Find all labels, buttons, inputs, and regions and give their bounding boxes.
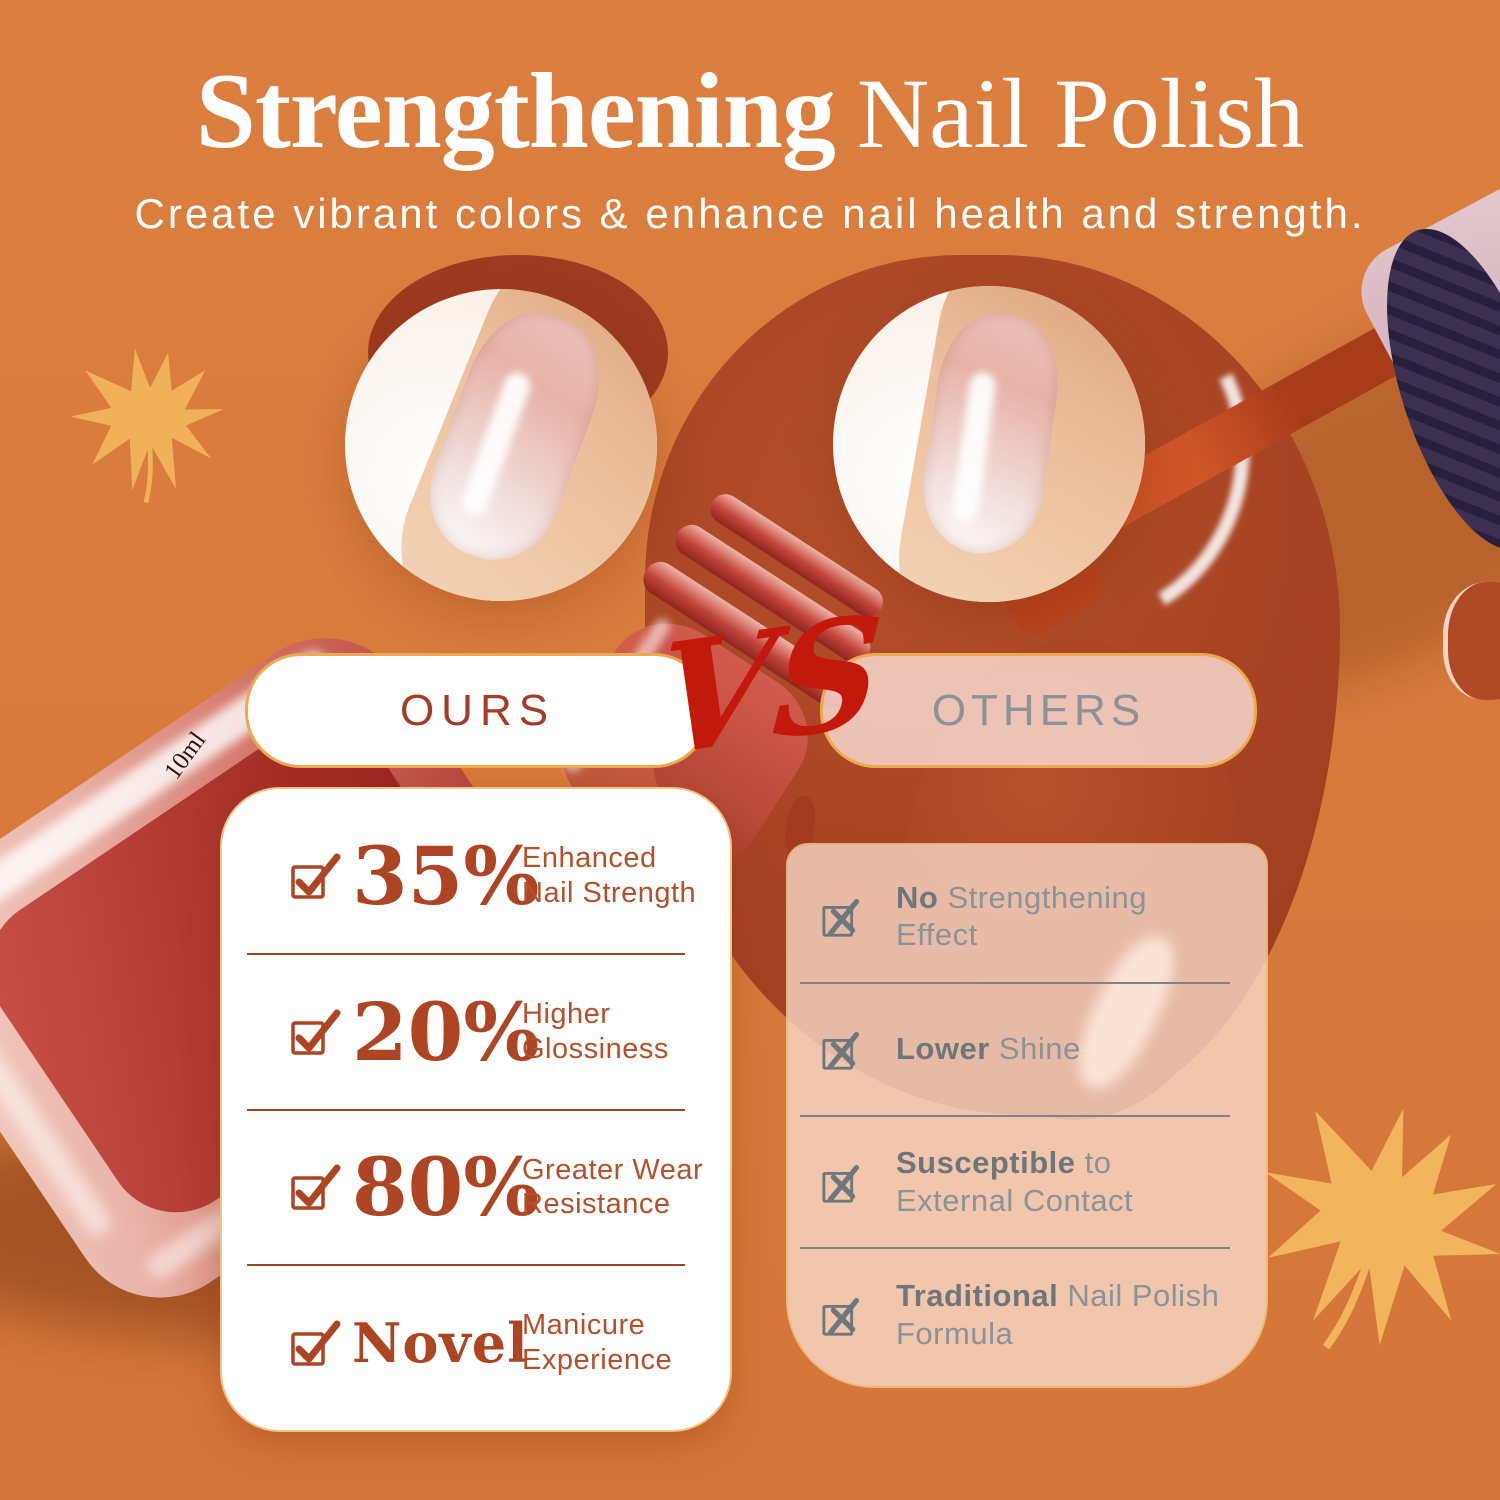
others-row: Traditional Nail Polish Formula — [788, 1249, 1266, 1380]
label-line: Experience — [522, 1344, 673, 1377]
nail-closeup-right — [833, 286, 1145, 602]
others-row-label: Susceptible to External Contact — [896, 1144, 1133, 1220]
label-line: Lower Shine — [896, 1030, 1081, 1068]
label-rest: to — [1075, 1145, 1112, 1181]
title-emphasis: Strengthening — [195, 52, 836, 171]
others-row-label: Lower Shine — [896, 1030, 1081, 1068]
others-row-label: Traditional Nail Polish Formula — [896, 1277, 1219, 1353]
polish-drop — [1443, 582, 1500, 700]
label-line: Traditional Nail Polish — [896, 1277, 1219, 1315]
checkbox-crossed-icon — [822, 1164, 860, 1203]
title-rest: Nail Polish — [856, 58, 1305, 169]
label-line: Resistance — [522, 1188, 671, 1221]
checkbox-checked-icon — [291, 1164, 341, 1211]
divider — [247, 1264, 685, 1267]
others-row-label: No Strengthening Effect — [896, 879, 1147, 955]
ours-row-label: Enhanced Nail Strength — [522, 841, 696, 911]
checkbox-checked-icon — [291, 1009, 341, 1055]
ours-row-value: 80% — [352, 1140, 540, 1235]
divider — [247, 1108, 685, 1111]
others-row: Susceptible to External Contact — [788, 1117, 1266, 1248]
label-line: External Contact — [896, 1182, 1134, 1218]
checkbox-crossed-icon — [822, 1297, 860, 1336]
checkbox-crossed-icon — [822, 899, 860, 937]
ours-row-value: 35% — [352, 828, 540, 923]
vs-script: VS — [652, 580, 888, 792]
label-rest: Strengthening — [938, 879, 1147, 915]
divider — [800, 1247, 1230, 1250]
ours-row-label: Manicure Experience — [522, 1308, 672, 1378]
ours-row: Novel Manicure Experience — [222, 1266, 730, 1420]
label-line: No Strengthening — [896, 879, 1147, 917]
maple-leaf-icon — [1220, 1054, 1500, 1402]
others-row: No Strengthening Effect — [788, 851, 1266, 982]
others-row: Lower Shine — [788, 984, 1266, 1115]
label-line: Nail Strength — [522, 876, 697, 909]
ours-row-label: Greater Wear Resistance — [522, 1153, 703, 1223]
label-line: Greater Wear — [522, 1153, 704, 1186]
maple-leaf-icon — [54, 322, 242, 522]
label-rest: Shine — [989, 1031, 1081, 1067]
ours-row: 35% Enhanced Nail Strength — [222, 799, 730, 953]
page-subtitle: Create vibrant colors & enhance nail hea… — [134, 190, 1366, 237]
divider — [247, 952, 685, 955]
label-line: Effect — [896, 917, 978, 953]
ours-row-value: Novel — [352, 1311, 529, 1376]
label-line: Glossiness — [522, 1032, 669, 1065]
divider — [800, 981, 1230, 984]
label-bold: Traditional — [896, 1277, 1059, 1313]
label-bold: Lower — [896, 1031, 990, 1067]
label-rest: Nail Polish — [1058, 1277, 1220, 1313]
label-line: Formula — [896, 1315, 1014, 1351]
ours-card: 35% Enhanced Nail Strength 20% Higher Gl… — [220, 787, 732, 1432]
ours-row-label: Higher Glossiness — [522, 997, 669, 1067]
ours-row-value: 20% — [352, 984, 540, 1079]
label-line: Manicure — [522, 1309, 646, 1342]
checkbox-checked-icon — [291, 853, 341, 899]
ours-row: 80% Greater Wear Resistance — [222, 1111, 730, 1265]
checkbox-crossed-icon — [822, 1032, 860, 1070]
others-card: No Strengthening Effect Lower Shine Susc… — [786, 843, 1268, 1388]
ours-row: 20% Higher Glossiness — [222, 955, 730, 1109]
divider — [800, 1114, 1230, 1117]
nail-closeup-left — [345, 289, 657, 601]
label-line: Enhanced — [522, 842, 657, 875]
label-bold: No — [896, 879, 939, 915]
checkbox-checked-icon — [291, 1320, 341, 1366]
label-line: Susceptible to — [896, 1144, 1133, 1182]
page-title: Strengthening Nail Polish — [0, 58, 1500, 166]
label-bold: Susceptible — [896, 1145, 1076, 1181]
ours-header: OURS — [245, 653, 710, 768]
others-header: OTHERS — [820, 653, 1257, 768]
label-line: Higher — [522, 997, 611, 1030]
